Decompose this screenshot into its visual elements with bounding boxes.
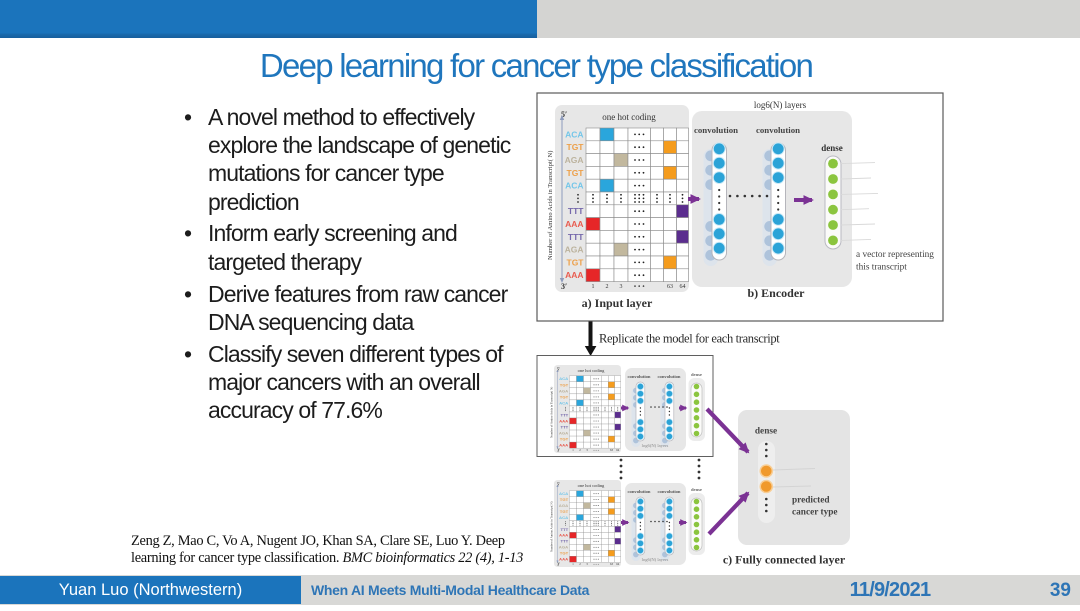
svg-text:1: 1 bbox=[572, 562, 574, 566]
svg-text:3′: 3′ bbox=[561, 282, 567, 291]
svg-text:3: 3 bbox=[620, 284, 623, 290]
svg-text:one hot coding: one hot coding bbox=[578, 368, 606, 373]
svg-text:AAA: AAA bbox=[565, 219, 583, 229]
svg-text:AAA: AAA bbox=[559, 443, 568, 448]
svg-text:ACA: ACA bbox=[565, 129, 583, 139]
svg-text:convolution: convolution bbox=[658, 374, 681, 379]
svg-text:ACA: ACA bbox=[559, 491, 568, 496]
svg-text:TTT: TTT bbox=[560, 425, 568, 430]
svg-text:ACA: ACA bbox=[559, 376, 568, 381]
svg-text:TTT: TTT bbox=[560, 413, 568, 418]
svg-text:2: 2 bbox=[606, 284, 609, 290]
svg-text:log6(N) layers: log6(N) layers bbox=[642, 443, 669, 448]
svg-text:TTT: TTT bbox=[560, 527, 568, 532]
svg-text:convolution: convolution bbox=[628, 489, 651, 494]
svg-text:convolution: convolution bbox=[694, 125, 738, 135]
svg-text:TTT: TTT bbox=[568, 206, 584, 216]
svg-text:ACA: ACA bbox=[559, 515, 568, 520]
svg-text:a vector representing: a vector representing bbox=[856, 250, 934, 260]
svg-text:64: 64 bbox=[616, 448, 620, 452]
svg-text:AAA: AAA bbox=[565, 270, 583, 280]
svg-text:AGA: AGA bbox=[559, 388, 568, 393]
svg-text:63: 63 bbox=[667, 284, 673, 290]
svg-text:dense: dense bbox=[691, 487, 702, 492]
svg-text:64: 64 bbox=[616, 562, 620, 566]
svg-text:predicted: predicted bbox=[792, 496, 830, 506]
svg-text:ACA: ACA bbox=[565, 181, 583, 191]
svg-text:convolution: convolution bbox=[628, 374, 651, 379]
svg-text:AAA: AAA bbox=[559, 533, 568, 538]
svg-text:TTT: TTT bbox=[568, 232, 584, 242]
svg-text:64: 64 bbox=[680, 284, 686, 290]
svg-text:63: 63 bbox=[610, 448, 614, 452]
svg-text:Number of Amino Acids in Trans: Number of Amino Acids in Transcript( N) bbox=[549, 501, 553, 552]
svg-text:Number of Amino Acids in Trans: Number of Amino Acids in Transcript( N) bbox=[547, 151, 554, 260]
svg-text:ACA: ACA bbox=[559, 400, 568, 405]
svg-text:TGT: TGT bbox=[567, 168, 585, 178]
svg-text:one hot coding: one hot coding bbox=[578, 483, 605, 488]
svg-text:1: 1 bbox=[572, 448, 574, 452]
svg-text:dense: dense bbox=[691, 372, 702, 377]
svg-text:TGT: TGT bbox=[560, 551, 569, 556]
svg-text:TGT: TGT bbox=[567, 257, 585, 267]
svg-text:63: 63 bbox=[610, 562, 614, 566]
svg-text:Replicate the model for each t: Replicate the model for each transcript bbox=[599, 332, 780, 346]
svg-text:AAA: AAA bbox=[559, 419, 568, 424]
svg-text:AGA: AGA bbox=[559, 431, 568, 436]
svg-text:3: 3 bbox=[586, 448, 588, 452]
svg-text:dense: dense bbox=[821, 143, 843, 153]
svg-text:log6(N) layers: log6(N) layers bbox=[642, 557, 669, 562]
svg-text:2: 2 bbox=[579, 448, 581, 452]
svg-text:3′: 3′ bbox=[557, 563, 560, 567]
svg-text:1: 1 bbox=[592, 284, 595, 290]
svg-text:AGA: AGA bbox=[565, 245, 584, 255]
svg-text:AGA: AGA bbox=[559, 545, 568, 550]
svg-text:5′: 5′ bbox=[557, 483, 560, 487]
svg-text:2: 2 bbox=[579, 562, 581, 566]
svg-text:Number of Amino Acids in Trans: Number of Amino Acids in Transcript( N) bbox=[549, 387, 553, 438]
svg-text:TTT: TTT bbox=[560, 539, 568, 544]
svg-text:TGT: TGT bbox=[560, 509, 569, 514]
svg-text:convolution: convolution bbox=[756, 125, 800, 135]
svg-text:cancer type: cancer type bbox=[792, 508, 838, 518]
svg-text:convolution: convolution bbox=[658, 489, 681, 494]
svg-text:AGA: AGA bbox=[565, 155, 584, 165]
svg-text:TGT: TGT bbox=[560, 394, 569, 399]
svg-text:5′: 5′ bbox=[561, 110, 567, 119]
svg-text:TGT: TGT bbox=[560, 382, 569, 387]
svg-text:5′: 5′ bbox=[557, 368, 560, 372]
svg-text:TGT: TGT bbox=[560, 437, 569, 442]
svg-text:TGT: TGT bbox=[567, 142, 585, 152]
svg-text:one hot coding: one hot coding bbox=[602, 112, 656, 122]
svg-text:b) Encoder: b) Encoder bbox=[748, 286, 806, 300]
svg-text:dense: dense bbox=[755, 427, 777, 437]
svg-text:TGT: TGT bbox=[560, 497, 569, 502]
svg-text:a) Input layer: a) Input layer bbox=[582, 296, 653, 310]
svg-text:c) Fully connected layer: c) Fully connected layer bbox=[723, 553, 846, 567]
svg-text:AGA: AGA bbox=[559, 503, 568, 508]
svg-text:this transcript: this transcript bbox=[856, 263, 907, 273]
svg-text:3′: 3′ bbox=[557, 449, 560, 453]
svg-text:log6(N) layers: log6(N) layers bbox=[754, 100, 807, 110]
svg-text:AAA: AAA bbox=[559, 557, 568, 562]
svg-text:3: 3 bbox=[586, 562, 588, 566]
